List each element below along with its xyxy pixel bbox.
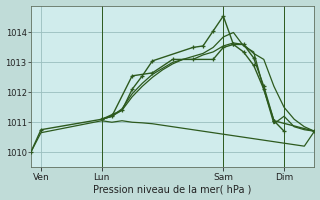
X-axis label: Pression niveau de la mer( hPa ): Pression niveau de la mer( hPa ) [93, 184, 252, 194]
